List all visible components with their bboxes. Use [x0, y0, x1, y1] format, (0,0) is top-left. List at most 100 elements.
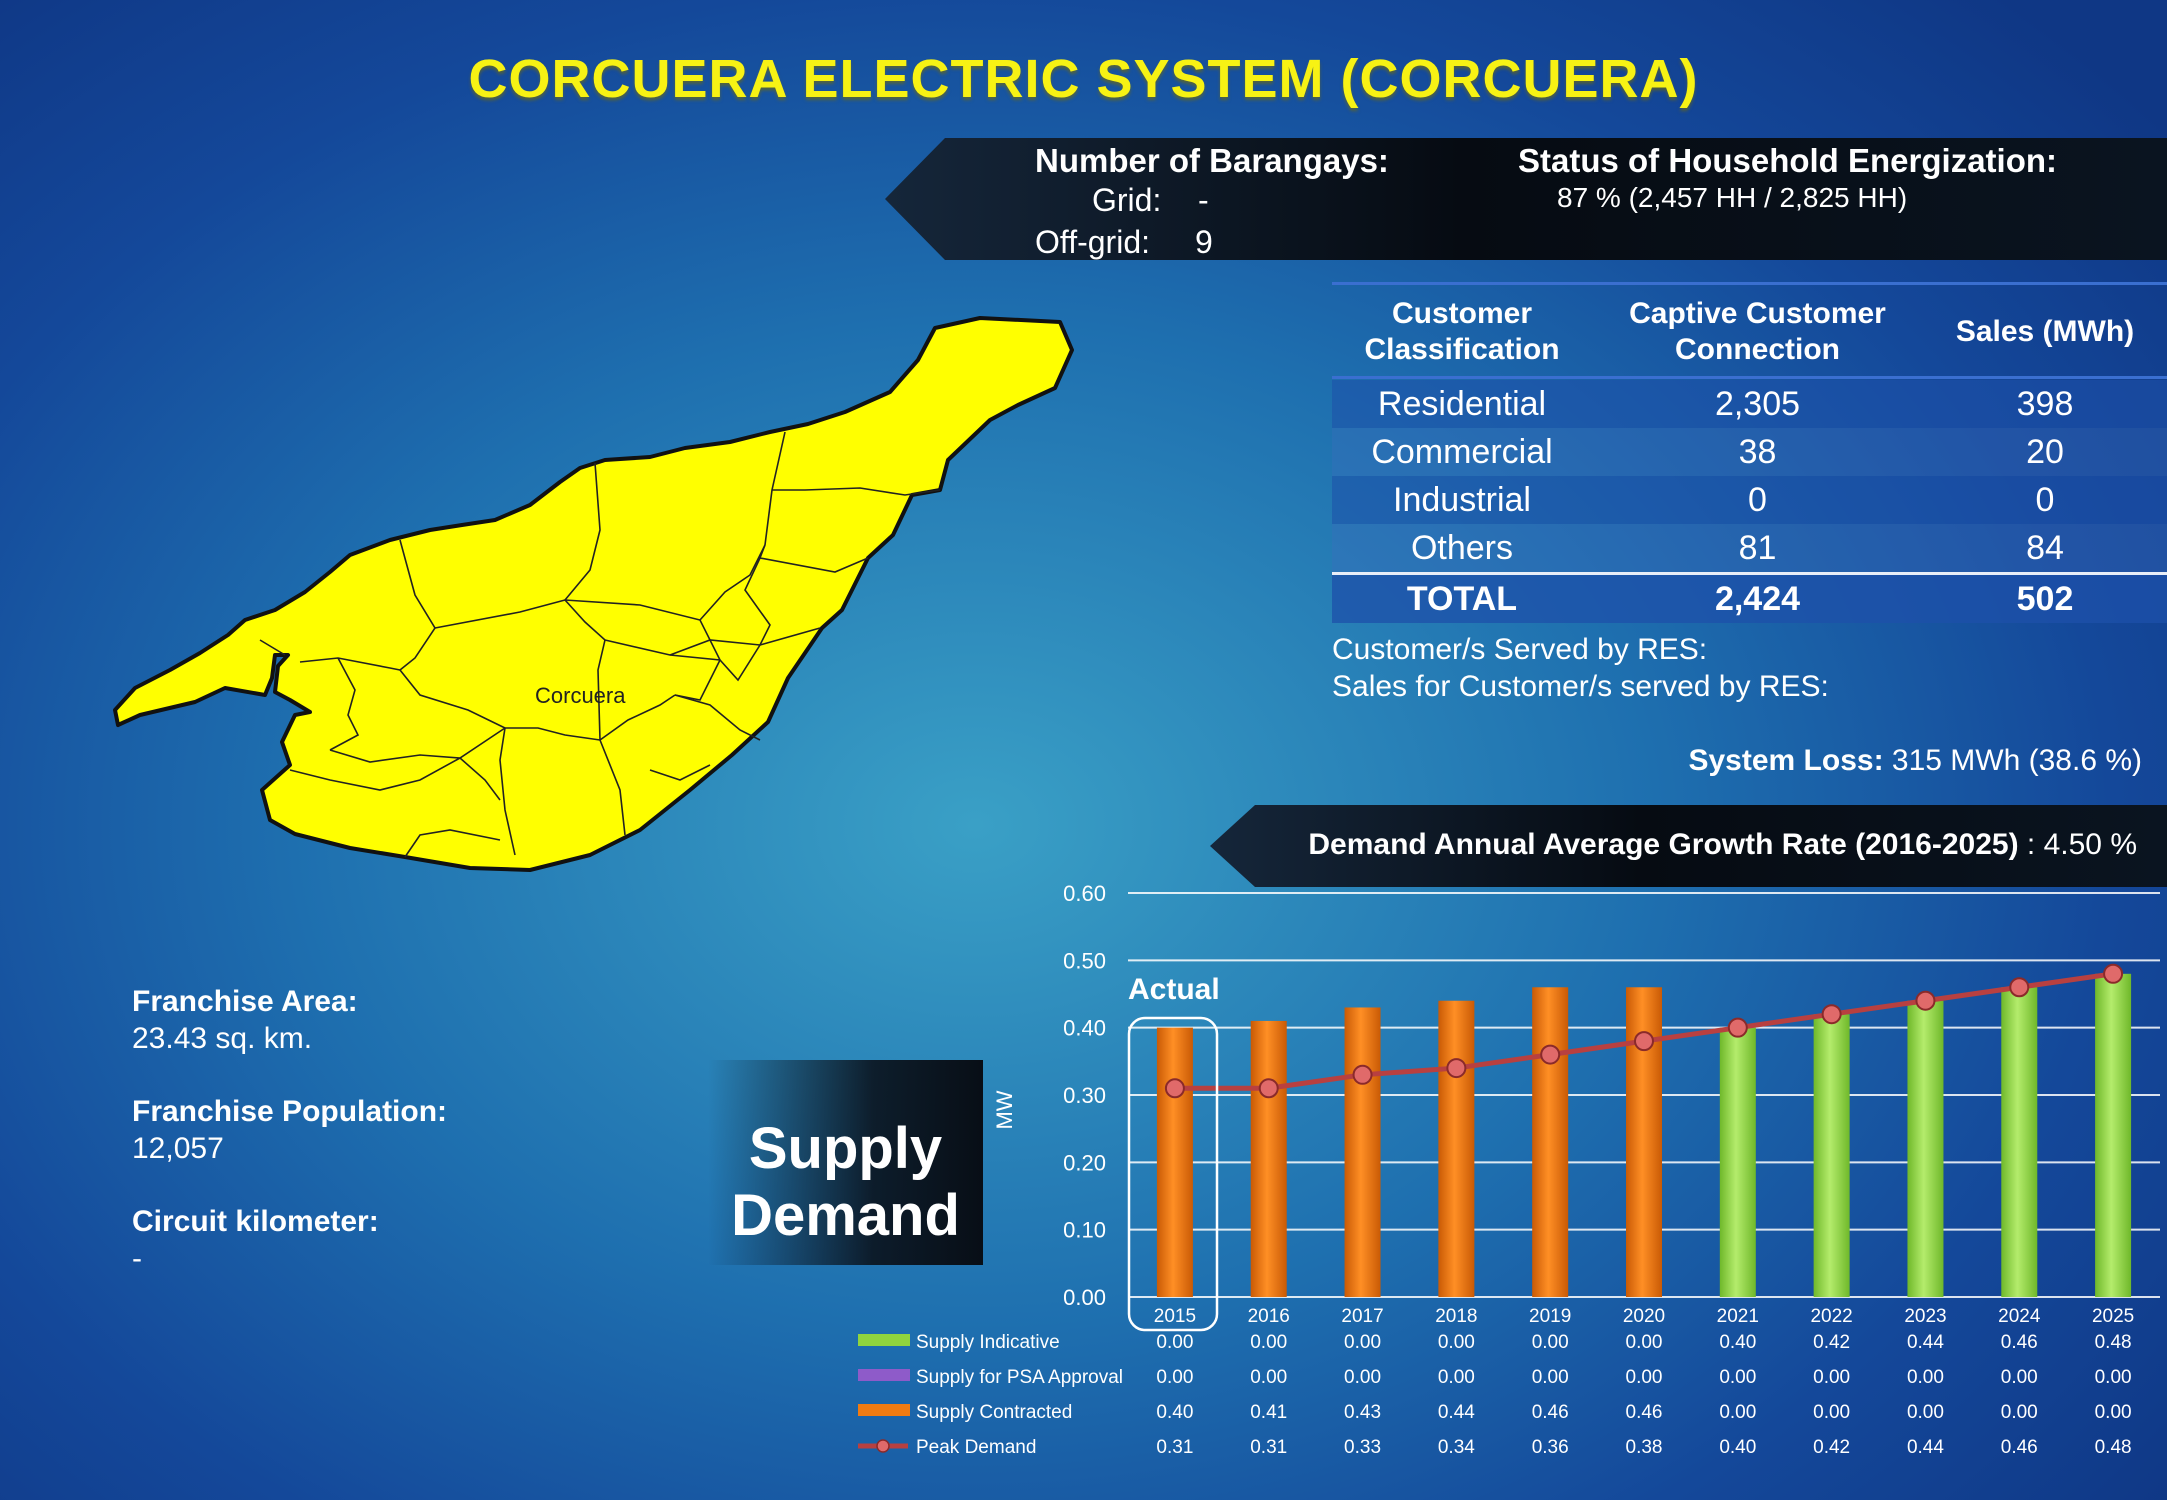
res-served-label: Customer/s Served by RES:: [1332, 633, 1708, 666]
peak-demand-point: [1634, 1031, 1654, 1052]
x-tick-label: 2019: [1529, 1306, 1571, 1327]
legend-label: Supply for PSA Approval: [916, 1367, 1123, 1388]
data-table-value: 0.00: [1344, 1332, 1381, 1353]
data-table-value: 0.00: [1438, 1332, 1475, 1353]
data-table-value: 0.31: [1156, 1437, 1193, 1458]
data-table-value: 0.00: [1156, 1332, 1193, 1353]
peak-demand-point: [1915, 990, 1936, 1011]
franchise-area-label: Franchise Area:: [132, 985, 358, 1018]
total-connections: 2,424: [1714, 580, 1801, 618]
data-table-value: 0.00: [1719, 1402, 1756, 1423]
bar: [1344, 1007, 1381, 1297]
growth-label: Demand Annual Average Growth Rate (2016-…: [1308, 828, 2019, 861]
data-table-value: 0.00: [1438, 1367, 1475, 1388]
bar: [2001, 987, 2038, 1297]
legend-row: Supply Indicative 0.00 0.00 0.00 0.00 0.00 0.0…: [858, 1332, 2132, 1353]
data-table-value: 0.46: [2001, 1437, 2038, 1458]
bar: [1532, 987, 1569, 1297]
data-table-value: 0.48: [2095, 1332, 2132, 1353]
row-classification: Others: [1410, 529, 1514, 567]
data-table-value: 0.00: [1532, 1332, 1569, 1353]
bar: [1250, 1020, 1287, 1297]
legend-row: Peak Demand 0.31 0.31 0.33 0.34 0.36 0.38 0.40 0…: [858, 1437, 2132, 1458]
growth-value: : 4.50 %: [2026, 828, 2137, 861]
total-classification: TOTAL: [1406, 580, 1518, 618]
y-tick-label: 0.10: [1063, 1218, 1106, 1243]
data-table-value: 0.00: [1813, 1367, 1850, 1388]
data-table-value: 0.44: [1907, 1437, 1944, 1458]
total-sales: 502: [2016, 580, 2074, 618]
legend-row: Supply Contracted 0.40 0.41 0.43 0.44 0.46 0.4…: [858, 1402, 2132, 1423]
bar: [1438, 1000, 1475, 1297]
res-sales-label: Sales for Customer/s served by RES:: [1332, 670, 1829, 703]
data-table-value: 0.44: [1907, 1332, 1944, 1353]
energization-heading: Status of Household Energization:: [1518, 142, 2058, 179]
peak-demand-point: [1258, 1078, 1279, 1099]
y-tick-label: 0.40: [1063, 1016, 1106, 1041]
row-sales: 84: [2026, 529, 2064, 567]
x-tick-label: 2021: [1717, 1306, 1759, 1327]
x-tick-label: 2023: [1904, 1306, 1946, 1327]
data-table-value: 0.34: [1438, 1437, 1475, 1458]
grid-label: Grid:: [1092, 182, 1162, 218]
peak-demand-point: [1164, 1078, 1185, 1099]
data-table-value: 0.46: [1532, 1402, 1569, 1423]
data-table-value: 0.42: [1813, 1437, 1850, 1458]
bar: [1813, 1014, 1850, 1297]
bar: [1719, 1027, 1756, 1297]
data-table-value: 0.44: [1438, 1402, 1475, 1423]
bar: [1156, 1027, 1193, 1297]
row-connections: 81: [1738, 529, 1777, 567]
peak-demand-point: [2009, 977, 2030, 998]
y-tick-label: 0.20: [1063, 1150, 1106, 1175]
data-table-value: 0.46: [2001, 1332, 2038, 1353]
system-loss: System Loss: 315 MWh (38.6 %): [1688, 744, 2142, 778]
energization-value: 87 % (2,457 HH / 2,825 HH): [1557, 182, 1908, 213]
legend-label: Supply Contracted: [916, 1402, 1072, 1423]
growth-banner: [1210, 805, 2167, 887]
y-tick-label: 0.50: [1063, 948, 1106, 973]
system-loss-value: 315 MWh (38.6 %): [1891, 744, 2142, 777]
bar: [2095, 973, 2132, 1297]
peak-demand-point: [1446, 1058, 1467, 1079]
data-table-value: 0.00: [1907, 1402, 1944, 1423]
data-table-value: 0.48: [2095, 1437, 2132, 1458]
franchise-population-label: Franchise Population:: [132, 1095, 448, 1128]
data-table-value: 0.00: [1250, 1332, 1287, 1353]
data-table-value: 0.00: [2001, 1367, 2038, 1388]
row-sales: 0: [2035, 481, 2055, 519]
data-table-value: 0.00: [1626, 1332, 1663, 1353]
bar: [1907, 1000, 1944, 1297]
circuit-km-label: Circuit kilometer:: [132, 1205, 379, 1238]
peak-demand-point: [1352, 1064, 1373, 1085]
barangays-heading: Number of Barangays:: [1035, 142, 1389, 179]
legend-swatch: [858, 1334, 910, 1346]
peak-demand-point: [1821, 1004, 1842, 1025]
map-place-label: Corcuera: [535, 683, 626, 708]
row-classification: Industrial: [1393, 481, 1531, 519]
x-tick-label: 2016: [1248, 1306, 1290, 1327]
franchise-population-value: 12,057: [132, 1132, 224, 1165]
peak-demand-point: [1727, 1017, 1748, 1038]
data-table-value: 0.43: [1344, 1402, 1381, 1423]
y-tick-label: 0.00: [1063, 1285, 1106, 1310]
row-connections: 38: [1738, 433, 1777, 471]
data-table-value: 0.00: [1250, 1367, 1287, 1388]
data-table-value: 0.40: [1719, 1332, 1756, 1353]
legend-label: Peak Demand: [916, 1437, 1036, 1458]
x-tick-label: 2024: [1998, 1306, 2041, 1327]
supply-demand-label-box: [708, 1060, 983, 1265]
y-tick-label: 0.60: [1063, 881, 1106, 906]
x-tick-label: 2025: [2092, 1306, 2134, 1327]
data-table-value: 0.00: [1719, 1367, 1756, 1388]
y-tick-label: 0.30: [1063, 1083, 1106, 1108]
row-classification: Residential: [1377, 385, 1547, 423]
data-table-value: 0.36: [1532, 1437, 1569, 1458]
corcuera-map: Corcuera: [113, 316, 1074, 872]
offgrid-value: 9: [1195, 224, 1213, 260]
circuit-km-value: -: [132, 1242, 142, 1275]
y-axis-label: MW: [992, 1090, 1017, 1129]
x-tick-label: 2020: [1623, 1306, 1665, 1327]
legend-row: Supply for PSA Approval 0.00 0.00 0.00 0.00 0…: [858, 1367, 2132, 1388]
